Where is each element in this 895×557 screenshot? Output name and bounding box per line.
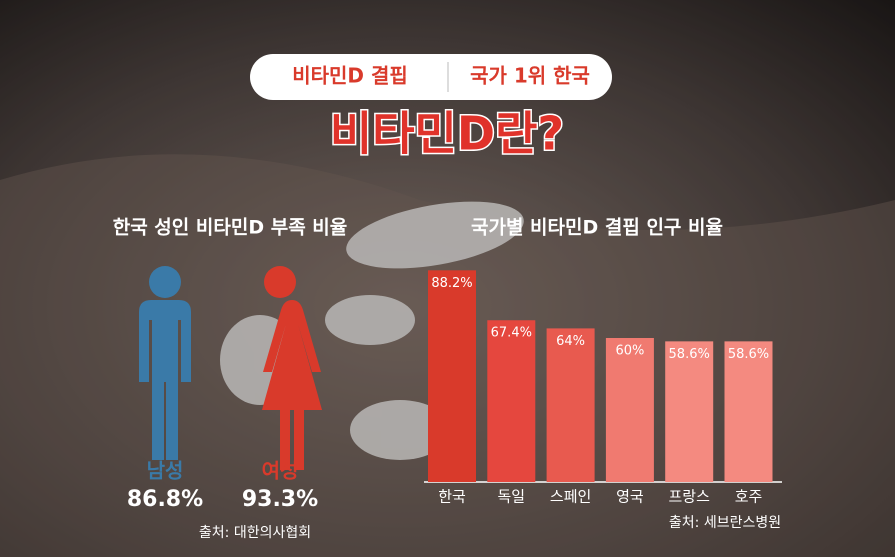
value-label: 88.2% [431,276,472,291]
body [262,300,322,470]
x-tick-label: 한국 [438,488,466,506]
header-tag: 국가 1위 한국 [470,64,590,88]
gender-value: 93.3% [242,487,318,512]
bar [487,320,536,482]
chart-title: 국가별 비타민D 결핍 인구 비율 [471,217,723,239]
x-tick-label: 호주 [735,488,763,506]
x-tick-label: 프랑스 [668,488,710,506]
main-title: 비타민D란? [330,107,564,161]
bar [546,328,595,482]
value-label: 67.4% [491,326,532,341]
x-tick-label: 독일 [497,488,525,506]
value-label: 58.6% [669,347,710,362]
header-tag: 비타민D 결핍 [292,64,408,88]
value-label: 60% [615,344,644,359]
head [264,266,296,298]
gender-value: 86.8% [127,487,203,512]
gender-label: 남성 [147,459,184,483]
x-tick-label: 스페인 [550,488,591,506]
bar [605,338,654,482]
person-icon [262,266,322,470]
value-label: 64% [556,334,585,349]
value-label: 58.6% [728,347,769,362]
header-pill [250,54,612,100]
bar [428,270,476,482]
bar [724,341,773,482]
source: 출처: 대한의사협회 [199,525,311,541]
bar [665,341,714,482]
person-icon [139,266,191,460]
head [149,266,181,298]
body [139,300,191,460]
gender-label: 여성 [262,459,299,483]
panel-title: 한국 성인 비타민D 부족 비율 [113,217,348,239]
source: 출처: 세브란스병원 [669,515,781,531]
x-tick-label: 영국 [616,488,644,506]
